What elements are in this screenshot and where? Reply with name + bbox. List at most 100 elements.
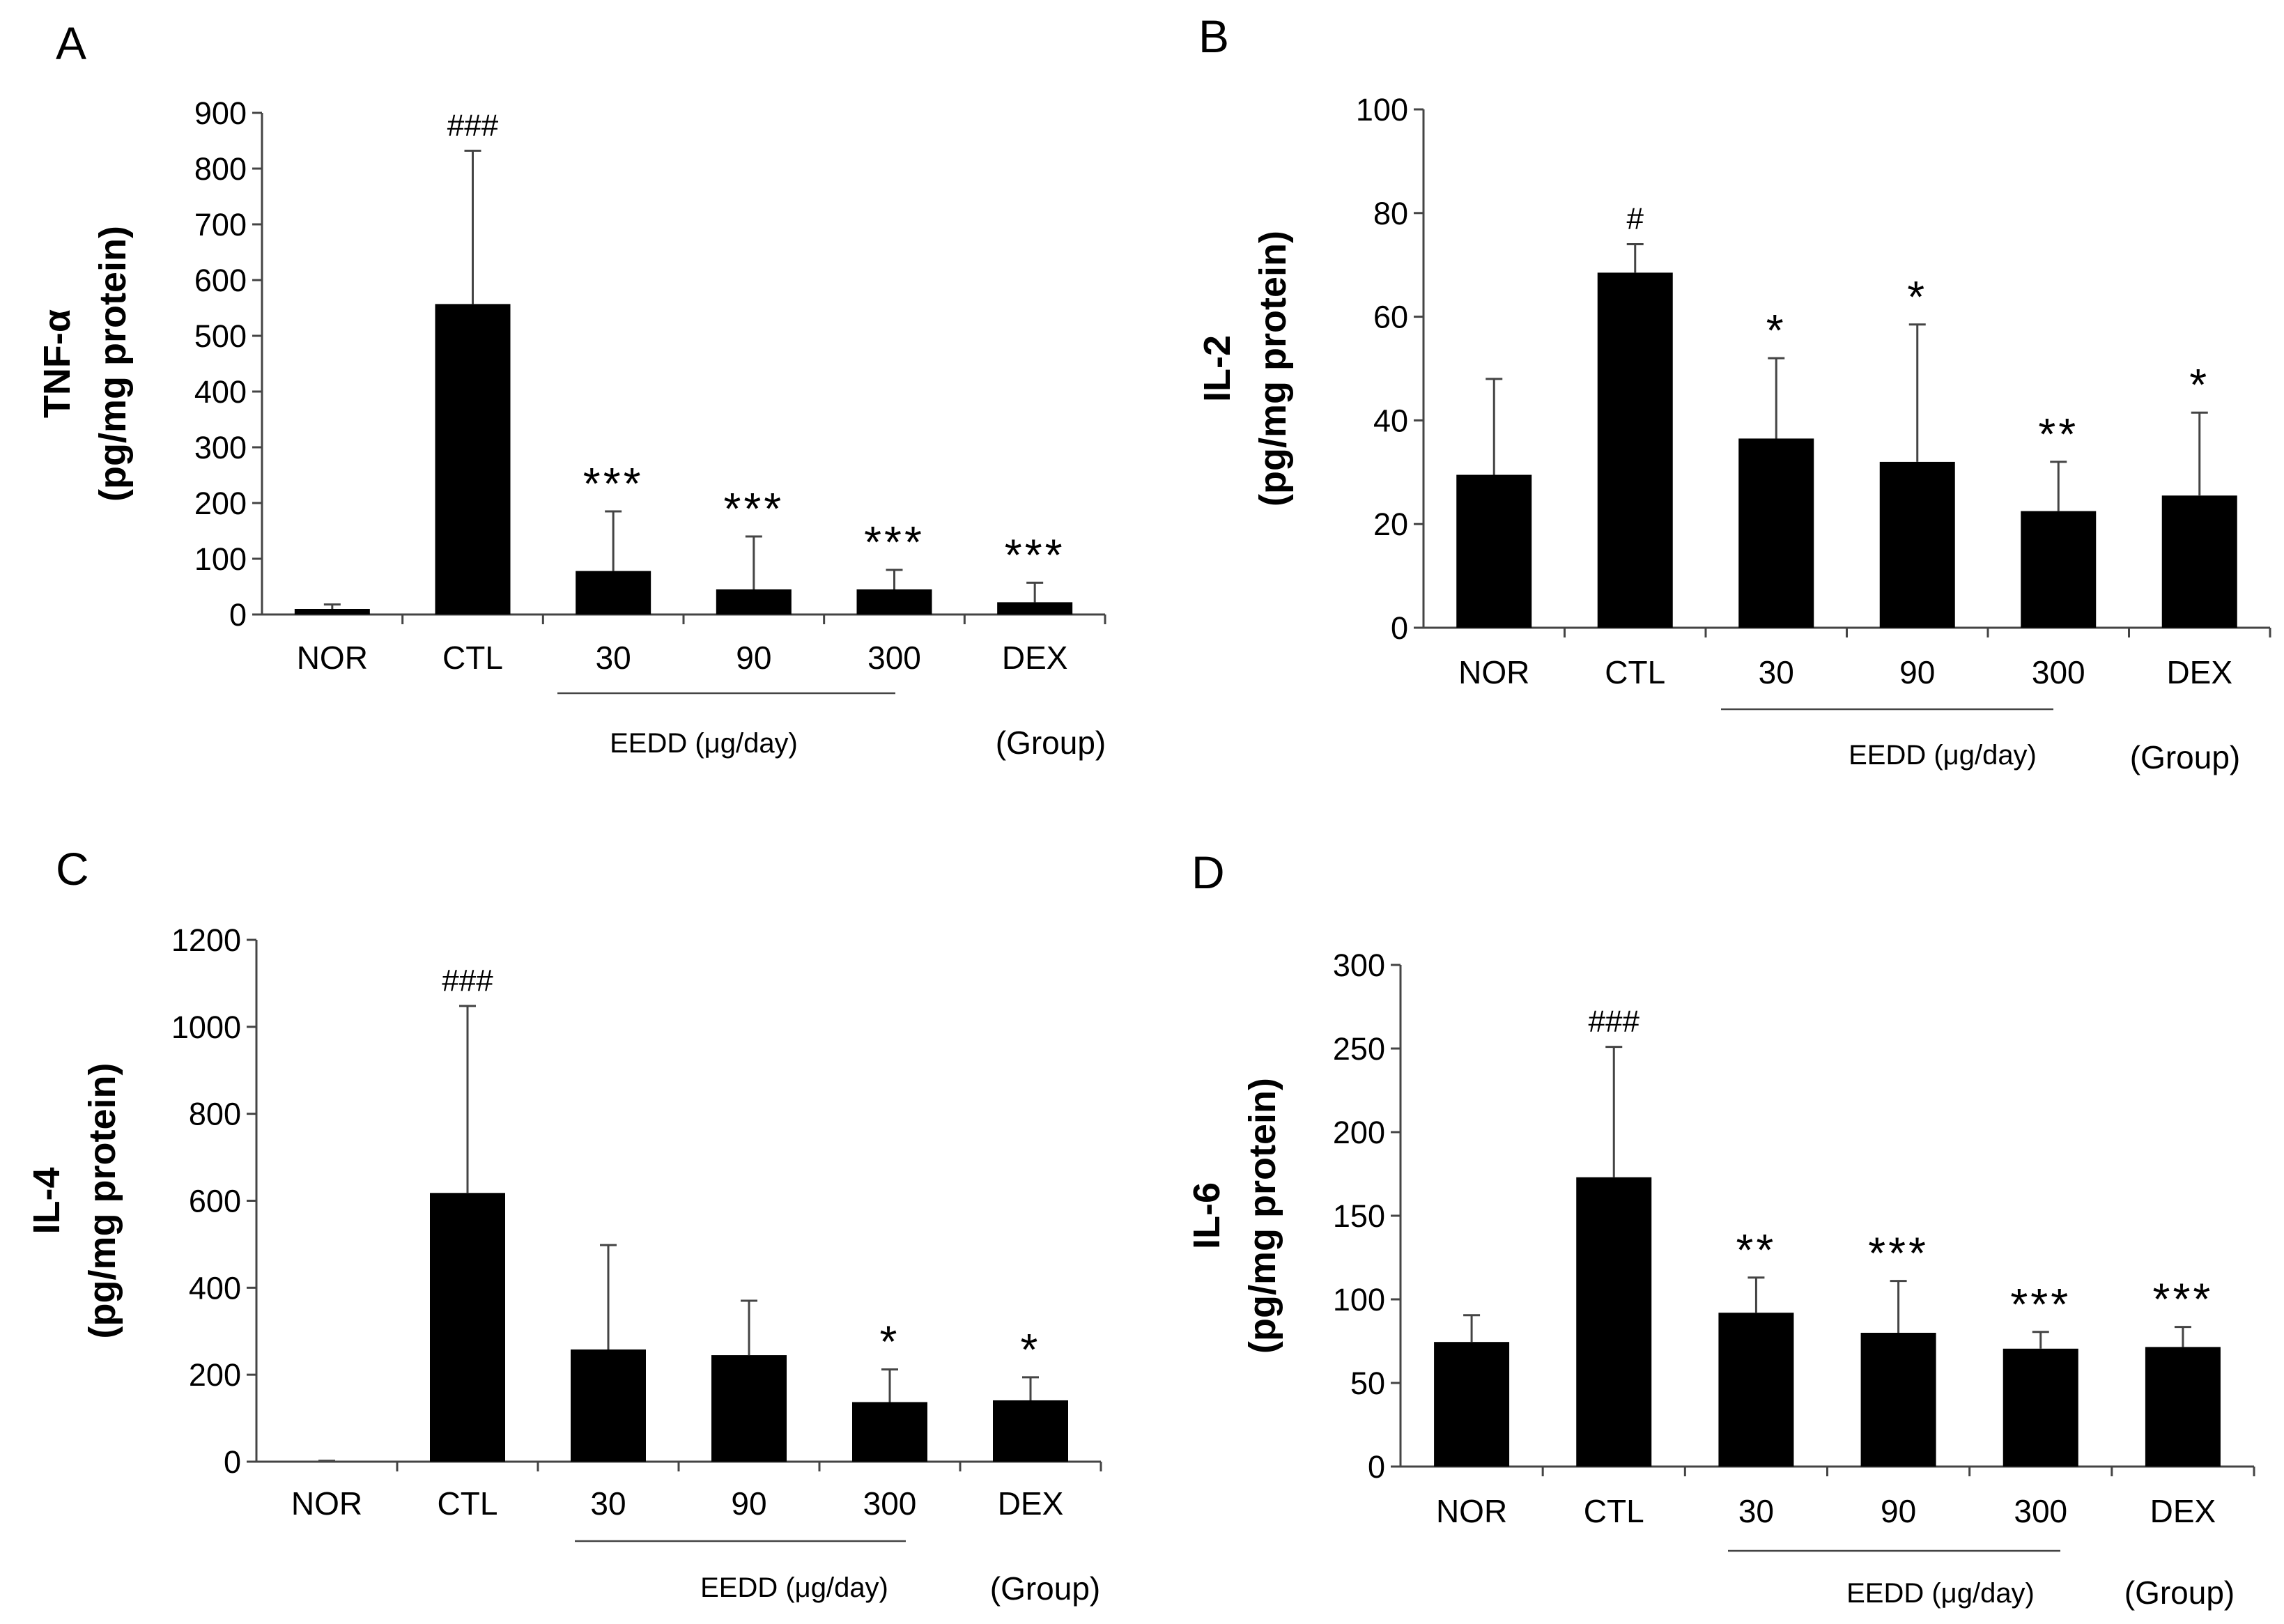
- significance-label: *: [2189, 359, 2209, 410]
- panel-b: B 0 20 40 60 80 100 NOR # CTL * 30 * 90 ** 300 * DEX IL-2 (…: [1196, 10, 2271, 775]
- significance-label: ###: [442, 964, 493, 998]
- bar-ctl: [430, 1193, 505, 1462]
- group-label: (Group): [2124, 1575, 2235, 1611]
- y-axis-unit-label: (pg/mg protein): [1242, 1078, 1283, 1354]
- x-tick-label: 300: [2014, 1493, 2067, 1529]
- bar-30: [1738, 438, 1814, 628]
- y-tick-label: 50: [1350, 1366, 1385, 1401]
- x-tick-label: NOR: [297, 640, 368, 676]
- x-tick-label: DEX: [1002, 640, 1068, 676]
- significance-label: **: [2038, 409, 2078, 459]
- y-tick-label: 1200: [171, 922, 241, 958]
- dose-label: EEDD (μg/day): [700, 1572, 888, 1603]
- significance-label: *: [1021, 1324, 1041, 1375]
- significance-label: *: [1766, 305, 1787, 355]
- y-axis-label: IL-2: [1196, 335, 1238, 402]
- x-tick-label: 300: [863, 1485, 917, 1522]
- y-axis-unit-label: (pg/mg protein): [92, 226, 134, 502]
- significance-label: ###: [447, 108, 499, 142]
- group-label: (Group): [990, 1570, 1100, 1607]
- y-tick-label: 20: [1373, 506, 1408, 542]
- significance-label: ***: [2153, 1274, 2214, 1324]
- x-tick-label: 300: [867, 640, 921, 676]
- bar-ctl: [435, 304, 511, 614]
- bar-ctl: [1576, 1177, 1652, 1467]
- x-tick-label: NOR: [1436, 1493, 1507, 1529]
- bar-dex: [997, 602, 1073, 614]
- y-axis-label: IL-6: [1186, 1182, 1228, 1249]
- significance-label: ***: [583, 458, 644, 509]
- y-axis-unit-label: (pg/mg protein): [1252, 231, 1294, 506]
- y-tick-label: 40: [1373, 403, 1408, 438]
- bar-nor: [1456, 474, 1532, 628]
- x-tick-label: DEX: [998, 1485, 1064, 1522]
- y-axis-unit-label: (pg/mg protein): [82, 1063, 123, 1339]
- bar-300: [2003, 1348, 2078, 1467]
- y-tick-label: 200: [194, 486, 247, 521]
- significance-label: *: [880, 1317, 900, 1367]
- y-tick-label: 200: [1333, 1115, 1385, 1150]
- bar-dex: [2145, 1347, 2221, 1467]
- bar-90: [711, 1355, 787, 1462]
- y-tick-label: 0: [229, 597, 247, 633]
- dose-label: EEDD (μg/day): [1849, 740, 2037, 771]
- x-tick-label: DEX: [2166, 654, 2232, 690]
- bar-30: [1718, 1313, 1794, 1467]
- panel-letter: D: [1191, 846, 1225, 898]
- significance-label: *: [1907, 272, 1927, 322]
- group-label: (Group): [2130, 739, 2240, 775]
- panel-a: A 0 100 200 300 400 500 600 700 800 900 NOR ### CTL **…: [36, 17, 1106, 761]
- y-tick-label: 900: [194, 95, 247, 131]
- group-label: (Group): [996, 725, 1106, 761]
- dose-label: EEDD (μg/day): [610, 728, 798, 759]
- y-tick-label: 800: [194, 151, 247, 187]
- x-tick-label: CTL: [1605, 654, 1665, 690]
- significance-label: **: [1736, 1225, 1777, 1275]
- x-tick-label: 90: [736, 640, 771, 676]
- bar-300: [852, 1402, 927, 1462]
- y-tick-label: 100: [194, 541, 247, 577]
- y-tick-label: 300: [1333, 948, 1385, 983]
- bar-30: [571, 1349, 646, 1462]
- x-tick-label: 30: [596, 640, 631, 676]
- y-tick-label: 300: [194, 430, 247, 465]
- y-tick-label: 600: [189, 1184, 241, 1219]
- x-tick-label: NOR: [291, 1485, 362, 1522]
- y-tick-label: 800: [189, 1097, 241, 1132]
- y-tick-label: 700: [194, 207, 247, 242]
- panel-c: C 0 200 400 600 800 1000 1200 NOR ### CTL 30 90 * 300 *…: [26, 843, 1102, 1607]
- x-tick-label: 30: [1738, 1493, 1774, 1529]
- y-tick-label: 400: [189, 1270, 241, 1306]
- bar-90: [1879, 461, 1955, 628]
- x-tick-label: NOR: [1458, 654, 1529, 690]
- significance-label: ***: [864, 517, 925, 567]
- panel-letter: C: [56, 843, 89, 895]
- x-tick-label: 30: [590, 1485, 626, 1522]
- y-tick-label: 200: [189, 1357, 241, 1393]
- bar-dex: [2161, 495, 2237, 628]
- x-tick-label: CTL: [1584, 1493, 1644, 1529]
- significance-label: #: [1627, 201, 1644, 235]
- y-tick-label: 250: [1333, 1031, 1385, 1067]
- bar-90: [716, 589, 792, 614]
- y-tick-label: 400: [194, 374, 247, 410]
- y-tick-label: 1000: [171, 1010, 241, 1045]
- bar-nor: [294, 609, 370, 614]
- y-tick-label: 0: [1368, 1449, 1385, 1485]
- significance-label: ***: [723, 484, 784, 534]
- y-tick-label: 0: [1391, 610, 1408, 646]
- x-tick-label: DEX: [2150, 1493, 2216, 1529]
- significance-label: ###: [1589, 1005, 1640, 1039]
- x-tick-label: 90: [1881, 1493, 1916, 1529]
- bar-ctl: [1597, 272, 1673, 628]
- y-axis-label: TNF-α: [36, 309, 78, 418]
- panel-letter: B: [1198, 10, 1229, 62]
- y-tick-label: 60: [1373, 300, 1408, 335]
- x-tick-label: 90: [731, 1485, 766, 1522]
- bar-300: [856, 589, 932, 614]
- bar-30: [576, 571, 651, 614]
- y-tick-label: 100: [1333, 1282, 1385, 1317]
- x-tick-label: CTL: [442, 640, 503, 676]
- y-axis-label: IL-4: [26, 1167, 68, 1234]
- y-tick-label: 150: [1333, 1198, 1385, 1234]
